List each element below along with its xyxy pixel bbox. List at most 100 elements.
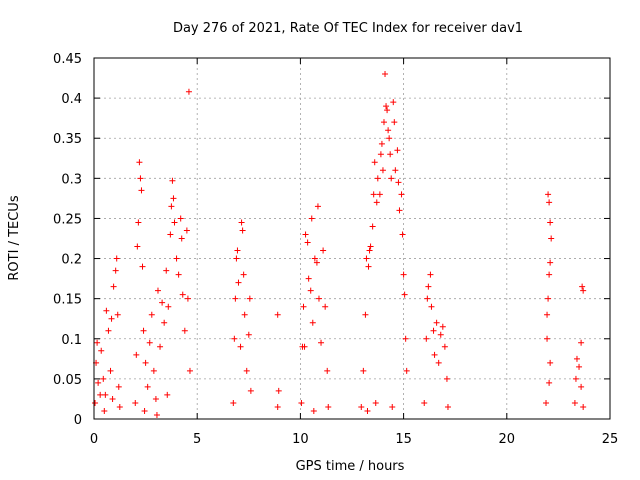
data-point <box>230 399 237 406</box>
data-point <box>184 295 191 302</box>
data-point <box>300 303 307 310</box>
data-point <box>369 223 376 230</box>
x-tick-labels: 0 5 10 15 20 25 <box>90 432 618 447</box>
data-point <box>302 231 309 238</box>
data-point <box>547 219 554 226</box>
data-point <box>424 295 431 302</box>
y-tick-label: 0.3 <box>61 172 82 187</box>
data-point <box>576 363 583 370</box>
data-point <box>543 399 550 406</box>
x-axis-title: GPS time / hours <box>296 459 405 474</box>
data-point <box>136 159 143 166</box>
data-point <box>101 407 108 414</box>
data-point <box>547 359 554 366</box>
data-point <box>546 379 553 386</box>
data-point <box>325 403 332 410</box>
data-point <box>318 339 325 346</box>
data-point <box>364 407 371 414</box>
y-tick-label: 0.45 <box>53 52 82 67</box>
y-tick-label: 0 <box>74 413 82 428</box>
data-point <box>398 191 405 198</box>
data-point <box>112 267 119 274</box>
data-point <box>443 375 450 382</box>
x-tick-label: 25 <box>602 432 619 447</box>
data-point <box>402 335 409 342</box>
data-point <box>304 239 311 246</box>
y-tick-label: 0.35 <box>53 132 82 147</box>
data-point <box>373 199 380 206</box>
data-point <box>437 331 444 338</box>
data-point <box>95 379 102 386</box>
data-point <box>439 323 446 330</box>
data-point <box>233 255 240 262</box>
data-point <box>544 335 551 342</box>
data-point <box>573 355 580 362</box>
data-point <box>168 203 175 210</box>
data-point <box>94 339 101 346</box>
data-point <box>365 263 372 270</box>
data-point <box>157 343 164 350</box>
data-point <box>427 271 434 278</box>
data-point <box>150 367 157 374</box>
data-point <box>238 219 245 226</box>
data-point <box>430 327 437 334</box>
x-tick-label: 20 <box>499 432 516 447</box>
data-point <box>105 327 112 334</box>
data-point <box>173 255 180 262</box>
data-point <box>185 88 192 95</box>
y-tick-label: 0.4 <box>61 92 82 107</box>
data-point <box>301 343 308 350</box>
data-point <box>431 351 438 358</box>
data-point <box>371 159 378 166</box>
data-point <box>579 283 586 290</box>
data-point <box>547 259 554 266</box>
y-tick-label: 0.15 <box>53 293 82 308</box>
data-point <box>370 191 377 198</box>
data-point <box>109 395 116 402</box>
data-points <box>92 71 587 418</box>
data-point <box>135 219 142 226</box>
data-point <box>390 99 397 106</box>
data-point <box>92 399 99 406</box>
data-point <box>114 311 121 318</box>
data-point <box>401 291 408 298</box>
data-point <box>141 407 148 414</box>
data-point <box>394 147 401 154</box>
data-point <box>421 399 428 406</box>
data-point <box>546 199 553 206</box>
data-point <box>138 187 145 194</box>
data-point <box>385 127 392 134</box>
data-point <box>309 319 316 326</box>
x-tick-label: 0 <box>90 432 98 447</box>
data-point <box>274 311 281 318</box>
data-point <box>403 367 410 374</box>
data-point <box>137 175 144 182</box>
data-point <box>171 219 178 226</box>
plot-frame <box>93 57 611 420</box>
x-tick-label: 5 <box>193 432 201 447</box>
axis-ticks <box>93 57 611 420</box>
data-point <box>544 311 551 318</box>
data-point <box>179 291 186 298</box>
data-point <box>139 263 146 270</box>
data-point <box>134 243 141 250</box>
data-point <box>372 399 379 406</box>
data-point <box>382 71 389 78</box>
data-point <box>246 295 253 302</box>
data-point <box>234 247 241 254</box>
data-point <box>102 391 109 398</box>
data-point <box>241 311 248 318</box>
data-point <box>362 311 369 318</box>
data-point <box>169 177 176 184</box>
data-point <box>144 383 151 390</box>
data-point <box>400 271 407 278</box>
data-point <box>545 295 552 302</box>
data-point <box>392 167 399 174</box>
data-point <box>324 367 331 374</box>
data-point <box>358 403 365 410</box>
data-point <box>578 383 585 390</box>
data-point <box>310 407 317 414</box>
data-point <box>115 383 122 390</box>
data-point <box>307 287 314 294</box>
